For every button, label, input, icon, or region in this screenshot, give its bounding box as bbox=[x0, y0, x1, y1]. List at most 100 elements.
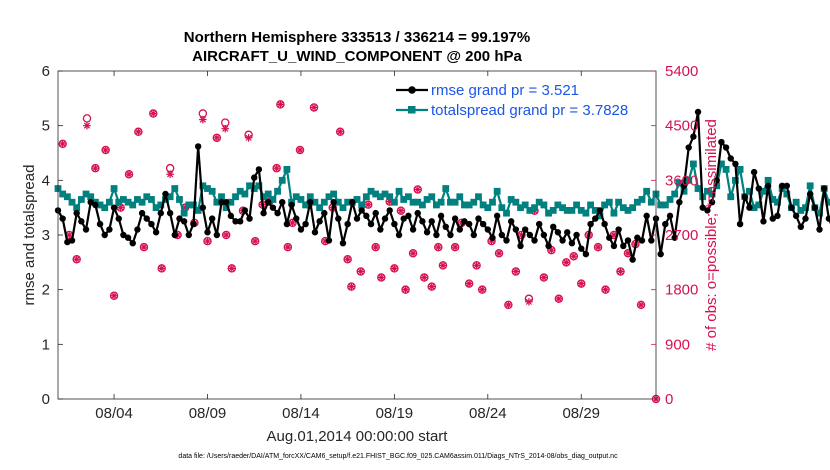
obs-assimilated-point bbox=[540, 273, 548, 282]
totalspread-point bbox=[105, 198, 113, 206]
totalspread-point bbox=[152, 204, 160, 212]
obs-assimilated-point bbox=[427, 282, 436, 291]
totalspread-point bbox=[82, 190, 90, 198]
totalspread-point bbox=[610, 209, 618, 217]
rmse-point bbox=[68, 237, 76, 244]
rmse-point bbox=[806, 190, 814, 198]
rmse-point bbox=[208, 215, 216, 222]
rmse-point bbox=[475, 215, 482, 222]
rmse-point bbox=[521, 226, 529, 233]
totalspread-point bbox=[194, 207, 202, 214]
y-axis-label: rmse and totalspread bbox=[21, 165, 38, 306]
totalspread-point bbox=[591, 207, 599, 214]
rmse-point bbox=[606, 234, 613, 241]
rmse-point bbox=[194, 143, 202, 150]
rmse-point bbox=[96, 220, 104, 228]
totalspread-point bbox=[661, 201, 669, 209]
rmse-point bbox=[227, 212, 235, 220]
totalspread-point bbox=[376, 193, 384, 201]
totalspread-point bbox=[395, 187, 403, 195]
totalspread-point bbox=[521, 201, 529, 209]
rmse-point bbox=[517, 242, 524, 250]
y2-tick-label: 5400 bbox=[665, 63, 698, 80]
rmse-point bbox=[143, 215, 150, 222]
rmse-point bbox=[526, 231, 534, 239]
totalspread-point bbox=[302, 201, 310, 209]
rmse-point bbox=[363, 212, 370, 220]
rmse-point bbox=[251, 174, 258, 181]
totalspread-point bbox=[283, 166, 291, 173]
totalspread-point bbox=[190, 201, 197, 209]
rmse-point bbox=[82, 226, 90, 233]
rmse-point bbox=[321, 209, 328, 217]
totalspread-point bbox=[461, 201, 468, 209]
rmse-point bbox=[760, 218, 767, 225]
rmse-point bbox=[727, 155, 734, 162]
rmse-point bbox=[311, 229, 319, 236]
totalspread-point bbox=[442, 185, 450, 192]
totalspread-point bbox=[806, 182, 814, 190]
rmse-point bbox=[685, 144, 692, 151]
rmse-point bbox=[283, 220, 291, 228]
rmse-point bbox=[671, 234, 678, 241]
totalspread-point bbox=[447, 198, 454, 206]
totalspread-point bbox=[260, 193, 267, 201]
totalspread-point bbox=[619, 204, 627, 212]
rmse-point bbox=[409, 226, 417, 233]
totalspread-point bbox=[316, 204, 324, 212]
totalspread-point bbox=[255, 182, 263, 190]
rmse-point bbox=[559, 237, 566, 244]
totalspread-point bbox=[694, 185, 702, 192]
obs-assimilated-point bbox=[149, 109, 158, 118]
rmse-point bbox=[367, 220, 375, 228]
rmse-point bbox=[629, 256, 636, 263]
totalspread-point bbox=[792, 198, 800, 206]
rmse-point bbox=[489, 234, 496, 241]
rmse-point bbox=[302, 220, 309, 228]
totalspread-point bbox=[783, 190, 791, 198]
totalspread-point bbox=[419, 201, 426, 209]
totalspread-point bbox=[451, 198, 459, 206]
totalspread-point bbox=[727, 193, 735, 201]
obs-assimilated-point bbox=[577, 279, 586, 288]
y-tick-label: 4 bbox=[42, 172, 50, 189]
totalspread-point bbox=[601, 201, 609, 209]
obs-assimilated-point bbox=[472, 261, 481, 270]
rmse-point bbox=[732, 160, 739, 168]
rmse-point bbox=[479, 220, 487, 228]
totalspread-point bbox=[68, 198, 76, 206]
y-tick-label: 3 bbox=[42, 227, 50, 244]
totalspread-point bbox=[353, 196, 361, 203]
rmse-point bbox=[792, 212, 800, 220]
totalspread-point bbox=[59, 190, 67, 198]
totalspread-point bbox=[129, 201, 137, 209]
totalspread-point bbox=[685, 176, 693, 184]
rmse-point bbox=[811, 204, 819, 211]
rmse-point bbox=[615, 226, 622, 233]
obs-assimilated-point bbox=[251, 237, 259, 245]
rmse-point bbox=[166, 209, 174, 217]
obs-assimilated-point bbox=[512, 267, 520, 276]
rmse-point bbox=[190, 220, 197, 228]
totalspread-point bbox=[138, 198, 146, 206]
totalspread-point bbox=[736, 166, 744, 173]
rmse-point bbox=[596, 207, 604, 214]
rmse-point bbox=[820, 185, 828, 192]
rmse-point bbox=[400, 215, 407, 222]
totalspread-point bbox=[213, 198, 221, 206]
rmse-point bbox=[484, 226, 492, 233]
totalspread-point bbox=[236, 187, 244, 195]
rmse-point bbox=[293, 215, 300, 222]
totalspread-point bbox=[120, 196, 127, 203]
rmse-point bbox=[204, 229, 211, 236]
totalspread-point bbox=[825, 198, 830, 206]
y-tick-label: 0 bbox=[42, 391, 50, 408]
rmse-point bbox=[279, 199, 286, 206]
totalspread-point bbox=[77, 196, 85, 203]
obs-assimilated-point bbox=[439, 261, 447, 270]
rmse-point bbox=[260, 209, 267, 217]
totalspread-point bbox=[802, 204, 809, 212]
rmse-point bbox=[456, 226, 463, 233]
rmse-point bbox=[550, 223, 557, 230]
rmse-point bbox=[825, 215, 830, 222]
